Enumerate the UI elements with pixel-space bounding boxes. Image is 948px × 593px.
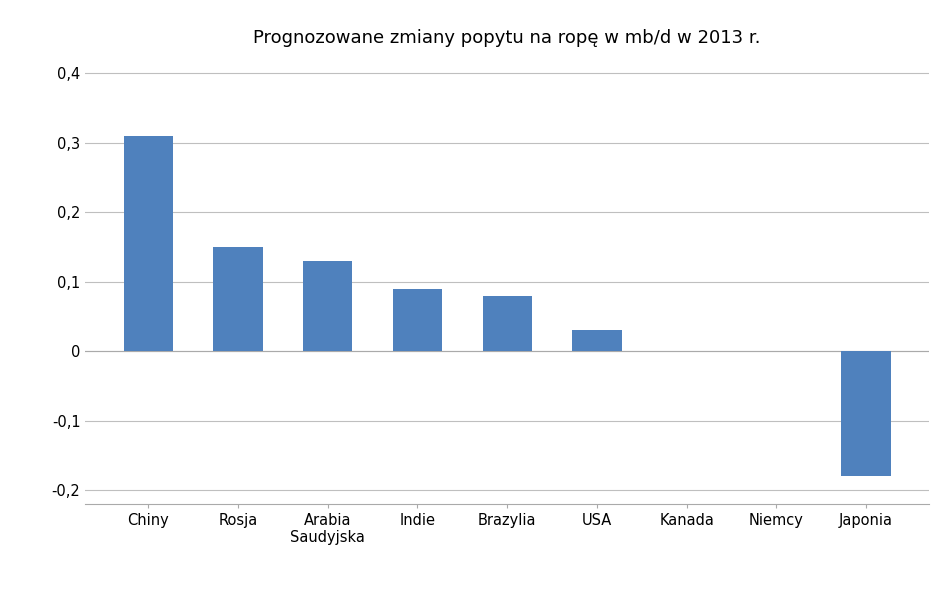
Bar: [392, 289, 442, 351]
Bar: [123, 136, 173, 351]
Bar: [213, 247, 263, 351]
Bar: [483, 295, 532, 351]
Bar: [573, 330, 622, 351]
Title: Prognozowane zmiany popytu na ropę w mb/d w 2013 r.: Prognozowane zmiany popytu na ropę w mb/…: [253, 28, 761, 47]
Bar: [841, 351, 891, 476]
Bar: [303, 261, 353, 351]
